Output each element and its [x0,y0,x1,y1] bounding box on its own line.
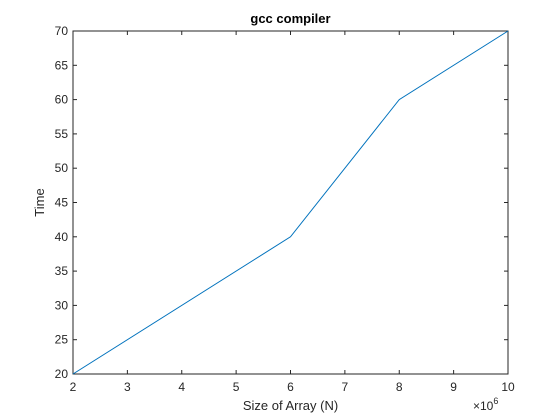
y-tick-label: 60 [55,93,69,107]
y-tick-label: 50 [55,161,69,175]
x-tick-label: 2 [70,380,77,394]
x-tick-label: 10 [501,380,515,394]
y-tick-label: 20 [55,367,69,381]
series-layer [72,30,509,375]
y-tick-label: 65 [55,58,69,72]
x-tick-label: 6 [287,380,294,394]
y-tick-label: 70 [55,24,69,38]
y-tick-label: 55 [55,127,69,141]
y-tick-label: 30 [55,298,69,312]
x-tick-label: 9 [450,380,457,394]
y-axis-ticks: 20 25 30 35 40 45 50 55 60 65 70 [55,24,508,381]
x-multiplier: ×106 [473,396,498,413]
series-line [72,30,509,375]
y-tick-label: 40 [55,230,69,244]
chart-title: gcc compiler [250,11,330,26]
x-tick-label: 5 [233,380,240,394]
y-tick-label: 25 [55,333,69,347]
x-multiplier-base: ×10 [473,399,494,413]
x-multiplier-exponent: 6 [493,396,498,406]
y-tick-label: 35 [55,264,69,278]
x-tick-label: 4 [178,380,185,394]
y-axis-label: Time [32,188,47,216]
x-tick-label: 3 [124,380,131,394]
y-tick-label: 45 [55,196,69,210]
plot-area [72,30,509,375]
x-axis-ticks: 2 3 4 5 6 7 8 9 10 [70,31,515,394]
x-tick-label: 8 [396,380,403,394]
x-axis-label: Size of Array (N) [243,398,338,413]
x-tick-label: 7 [342,380,349,394]
